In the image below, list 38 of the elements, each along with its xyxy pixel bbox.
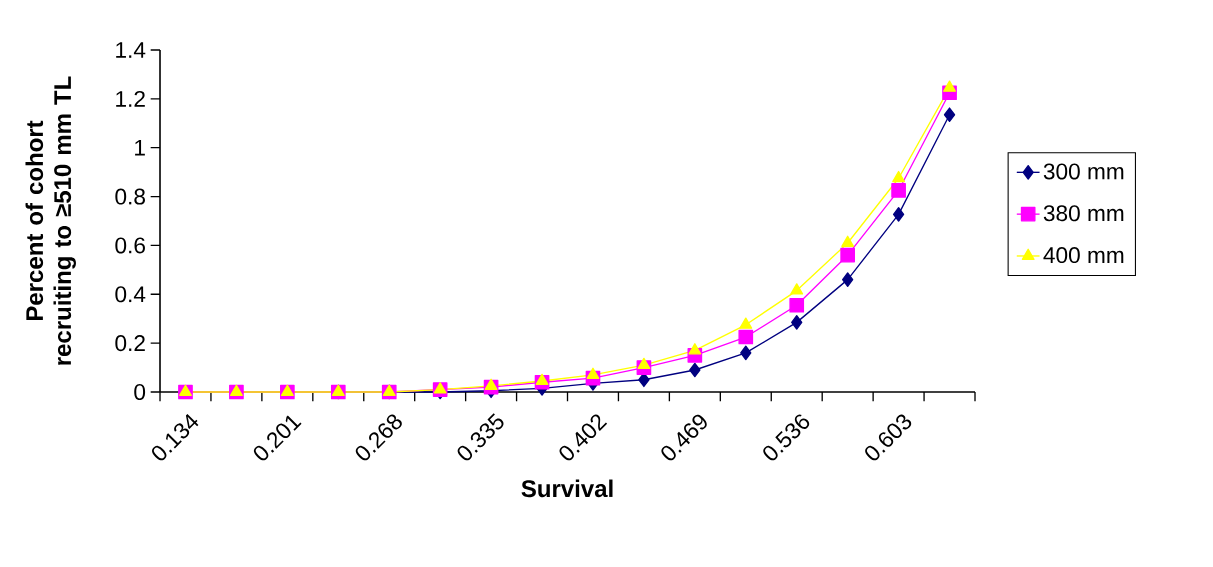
legend-label: 300 mm <box>1043 163 1124 180</box>
point <box>688 343 702 355</box>
point <box>790 283 804 295</box>
point <box>179 384 192 396</box>
legend-label: 400 mm <box>1043 247 1124 264</box>
y-tick-label: 0.2 <box>115 335 145 352</box>
x-axis-title: Survival <box>521 479 613 498</box>
point <box>229 384 243 396</box>
point <box>331 384 345 396</box>
point <box>892 170 906 183</box>
y-tick-label: 0.6 <box>115 237 145 254</box>
point <box>841 235 855 247</box>
point <box>791 315 803 330</box>
y-tick-label: 0.8 <box>115 188 145 205</box>
point <box>891 183 906 198</box>
point <box>789 297 805 313</box>
point <box>739 317 753 329</box>
y-axis-title: Percent of cohort recruiting to ≥510 mm TL <box>25 76 76 365</box>
point <box>943 80 956 92</box>
point <box>586 367 600 379</box>
point <box>637 357 651 370</box>
point <box>689 362 701 378</box>
point <box>840 247 855 263</box>
y-tick-label: 1.4 <box>116 42 146 58</box>
point <box>484 378 498 390</box>
point <box>280 384 294 396</box>
point <box>382 384 396 396</box>
point <box>738 329 754 345</box>
point <box>740 345 752 361</box>
y-tick-label: 1.2 <box>116 90 145 107</box>
point <box>943 107 956 123</box>
y-tick-label: 0.4 <box>115 286 146 303</box>
point <box>535 373 549 385</box>
y-tick-label: 1 <box>135 139 145 156</box>
legend-label: 380 mm <box>1043 205 1124 222</box>
point <box>841 272 854 287</box>
point <box>892 207 905 222</box>
y-tick-label: 0 <box>134 383 146 401</box>
